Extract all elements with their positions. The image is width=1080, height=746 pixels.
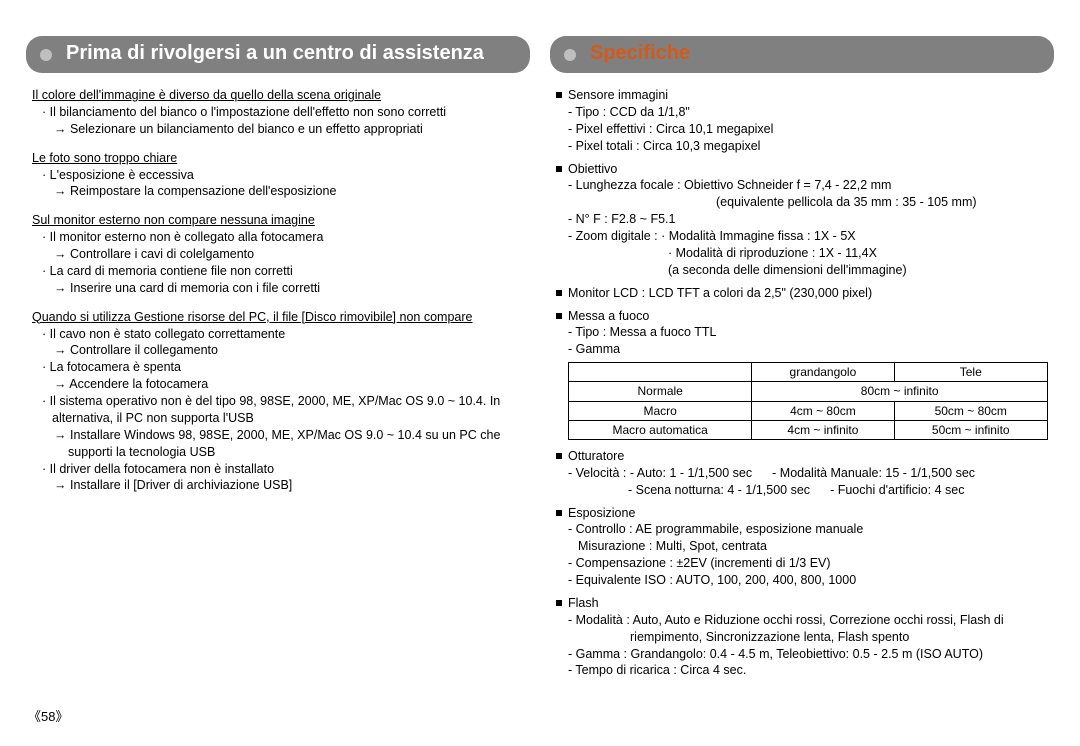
issue-line: · Il sistema operativo non è del tipo 98… — [42, 393, 526, 427]
spec-line-row: - Velocità : - Auto: 1 - 1/1,500 sec - M… — [556, 465, 1050, 482]
issue-title: Sul monitor esterno non compare nessuna … — [32, 212, 526, 229]
spec-line: - Pixel effettivi : Circa 10,1 megapixel — [556, 121, 1050, 138]
spec-line: - Zoom digitale : · Modalità Immagine fi… — [556, 228, 1050, 245]
issue-line: · Il driver della fotocamera non è insta… — [42, 461, 526, 478]
troubleshoot-issue: Sul monitor esterno non compare nessuna … — [32, 212, 526, 296]
spec-line: - Gamma : Grandangolo: 0.4 - 4.5 m, Tele… — [556, 646, 1050, 663]
table-cell: Tele — [894, 363, 1048, 382]
right-content: Sensore immagini - Tipo : CCD da 1/1,8" … — [550, 87, 1054, 679]
issue-line: · La fotocamera è spenta — [42, 359, 526, 376]
issue-line: → Selezionare un bilanciamento del bianc… — [32, 121, 526, 138]
spec-heading: Obiettivo — [556, 161, 1050, 178]
spec-line: (a seconda delle dimensioni dell'immagin… — [556, 262, 1050, 279]
issue-line: → Installare Windows 98, 98SE, 2000, ME,… — [32, 427, 526, 461]
left-column: Prima di rivolgersi a un centro di assis… — [26, 36, 530, 685]
spec-focus: Messa a fuoco - Tipo : Messa a fuoco TTL… — [556, 308, 1050, 440]
issue-title: Il colore dell'immagine è diverso da que… — [32, 87, 526, 104]
spec-line: (equivalente pellicola da 35 mm : 35 - 1… — [556, 194, 1050, 211]
spec-line: - Pixel totali : Circa 10,3 megapixel — [556, 138, 1050, 155]
issue-line: → Accendere la fotocamera — [32, 376, 526, 393]
left-tab-header: Prima di rivolgersi a un centro di assis… — [26, 36, 530, 73]
spec-heading: Sensore immagini — [556, 87, 1050, 104]
spec-sensor: Sensore immagini - Tipo : CCD da 1/1,8" … — [556, 87, 1050, 155]
troubleshoot-issue: Quando si utilizza Gestione risorse del … — [32, 309, 526, 495]
spec-line: - Tipo : CCD da 1/1,8" — [556, 104, 1050, 121]
spec-line-row: - Scena notturna: 4 - 1/1,500 sec - Fuoc… — [556, 482, 1050, 499]
spec-heading: Monitor LCD : LCD TFT a colori da 2,5" (… — [556, 285, 1050, 302]
troubleshoot-issue: Le foto sono troppo chiare· L'esposizion… — [32, 150, 526, 201]
table-cell: 4cm ~ infinito — [752, 420, 894, 439]
focus-table: grandangolo Tele Normale 80cm ~ infinito… — [568, 362, 1048, 440]
right-tab-header: Specifiche — [550, 36, 1054, 73]
spec-heading: Flash — [556, 595, 1050, 612]
issue-line: → Inserire una card di memoria con i fil… — [32, 280, 526, 297]
spec-lcd: Monitor LCD : LCD TFT a colori da 2,5" (… — [556, 285, 1050, 302]
table-cell — [569, 363, 752, 382]
table-cell: 4cm ~ 80cm — [752, 401, 894, 420]
page: Prima di rivolgersi a un centro di assis… — [0, 0, 1080, 705]
issue-line: → Controllare i cavi di colelgamento — [32, 246, 526, 263]
spec-line: Misurazione : Multi, Spot, centrata — [556, 538, 1050, 555]
table-cell: Macro automatica — [569, 420, 752, 439]
spec-line: - Scena notturna: 4 - 1/1,500 sec — [628, 482, 810, 499]
issue-line: · Il cavo non è stato collegato corretta… — [42, 326, 526, 343]
issue-title: Quando si utilizza Gestione risorse del … — [32, 309, 526, 326]
table-row: Normale 80cm ~ infinito — [569, 382, 1048, 401]
spec-shutter: Otturatore - Velocità : - Auto: 1 - 1/1,… — [556, 448, 1050, 499]
spec-line: - N° F : F2.8 ~ F5.1 — [556, 211, 1050, 228]
issue-line: → Installare il [Driver di archiviazione… — [32, 477, 526, 494]
table-cell: Macro — [569, 401, 752, 420]
issue-line: · L'esposizione è eccessiva — [42, 167, 526, 184]
right-tab-title: Specifiche — [590, 42, 690, 64]
spec-line: - Tempo di ricarica : Circa 4 sec. — [556, 662, 1050, 679]
spec-heading: Messa a fuoco — [556, 308, 1050, 325]
spec-heading: Otturatore — [556, 448, 1050, 465]
spec-exposure: Esposizione - Controllo : AE programmabi… — [556, 505, 1050, 589]
table-cell: 50cm ~ 80cm — [894, 401, 1048, 420]
left-tab-title: Prima di rivolgersi a un centro di assis… — [66, 42, 484, 64]
spec-line: - Lunghezza focale : Obiettivo Schneider… — [556, 177, 1050, 194]
spec-line: - Fuochi d'artificio: 4 sec — [830, 482, 964, 499]
spec-line: - Controllo : AE programmabile, esposizi… — [556, 521, 1050, 538]
issue-line: → Reimpostare la compensazione dell'espo… — [32, 183, 526, 200]
spec-line: - Modalità : Auto, Auto e Riduzione occh… — [556, 612, 1050, 646]
spec-flash: Flash - Modalità : Auto, Auto e Riduzion… — [556, 595, 1050, 679]
spec-line: · Modalità di riproduzione : 1X - 11,4X — [556, 245, 1050, 262]
table-cell: grandangolo — [752, 363, 894, 382]
spec-line: - Velocità : - Auto: 1 - 1/1,500 sec — [568, 465, 752, 482]
issue-line: · Il monitor esterno non è collegato all… — [42, 229, 526, 246]
table-cell: 50cm ~ infinito — [894, 420, 1048, 439]
spec-line: - Equivalente ISO : AUTO, 100, 200, 400,… — [556, 572, 1050, 589]
spec-line: - Modalità Manuale: 15 - 1/1,500 sec — [772, 465, 975, 482]
table-row: grandangolo Tele — [569, 363, 1048, 382]
right-column: Specifiche Sensore immagini - Tipo : CCD… — [550, 36, 1054, 685]
table-cell: 80cm ~ infinito — [752, 382, 1048, 401]
table-cell: Normale — [569, 382, 752, 401]
spec-line: - Tipo : Messa a fuoco TTL — [556, 324, 1050, 341]
troubleshoot-issue: Il colore dell'immagine è diverso da que… — [32, 87, 526, 138]
spec-lens: Obiettivo - Lunghezza focale : Obiettivo… — [556, 161, 1050, 279]
spec-line: - Compensazione : ±2EV (incrementi di 1/… — [556, 555, 1050, 572]
issue-line: · Il bilanciamento del bianco o l'impost… — [42, 104, 526, 121]
table-row: Macro automatica 4cm ~ infinito 50cm ~ i… — [569, 420, 1048, 439]
spec-heading: Esposizione — [556, 505, 1050, 522]
page-number: 《58》 — [28, 708, 68, 726]
issue-line: · La card di memoria contiene file non c… — [42, 263, 526, 280]
table-row: Macro 4cm ~ 80cm 50cm ~ 80cm — [569, 401, 1048, 420]
issue-title: Le foto sono troppo chiare — [32, 150, 526, 167]
left-content: Il colore dell'immagine è diverso da que… — [26, 87, 530, 494]
issue-line: → Controllare il collegamento — [32, 342, 526, 359]
spec-line: - Gamma — [556, 341, 1050, 358]
